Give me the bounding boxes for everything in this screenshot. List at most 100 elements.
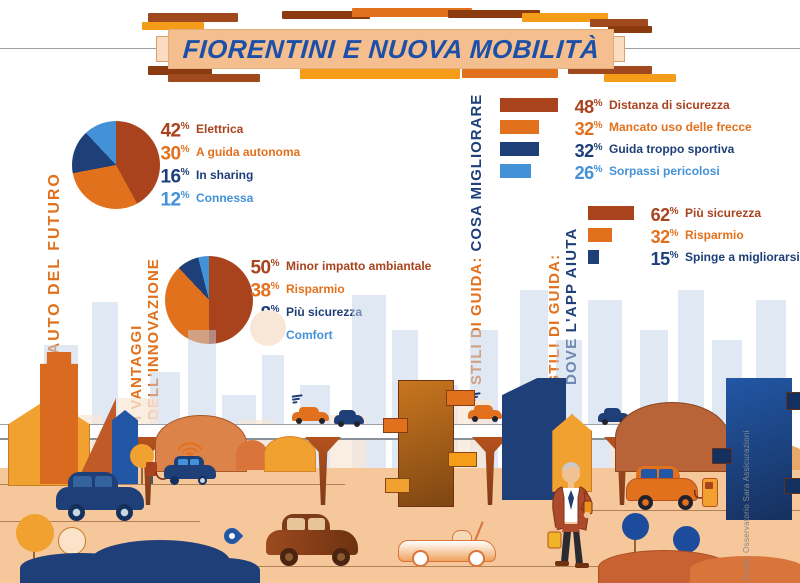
bar-chart-cosa-migliorare: 48% Distanza di sicurezza 32% Mancato uso d… bbox=[500, 97, 752, 186]
bar bbox=[588, 206, 638, 220]
legend-label: Distanza di sicurezza bbox=[609, 98, 730, 112]
legend-row: 32% Risparmio bbox=[588, 227, 800, 246]
tree bbox=[622, 513, 649, 540]
legend-label: In sharing bbox=[196, 167, 254, 182]
building bbox=[538, 398, 552, 490]
building-balcony bbox=[784, 478, 800, 494]
legend-label: Elettrica bbox=[196, 121, 244, 136]
legend-label: Guida troppo sportiva bbox=[609, 142, 735, 156]
street-line bbox=[190, 566, 750, 567]
legend-row: 26% Sorpassi pericolosi bbox=[500, 163, 752, 182]
wifi-icon bbox=[177, 442, 203, 457]
building-balcony bbox=[383, 418, 408, 433]
bar bbox=[500, 120, 562, 134]
car-window bbox=[178, 459, 188, 466]
legend-value: 38% bbox=[250, 280, 279, 302]
banner-dash bbox=[462, 69, 558, 78]
car-wheel bbox=[198, 476, 207, 485]
bar-fill bbox=[500, 164, 531, 178]
car-window bbox=[287, 518, 305, 531]
legend-value: 48% bbox=[574, 96, 603, 117]
tree bbox=[58, 527, 86, 555]
legend-vantaggi-innovazione: 50%Minor impatto ambiantale38%Risparmio8… bbox=[246, 256, 431, 348]
source-credit: Fonte: Osservatorio Sara Assicurazioni bbox=[742, 430, 751, 580]
pie-chart-auto-del-futuro bbox=[72, 121, 160, 209]
car-wheel bbox=[170, 476, 179, 485]
legend-row: 15% Spinge a migliorarsi bbox=[588, 249, 800, 268]
legend-value: 30% bbox=[160, 143, 189, 165]
bar-fill bbox=[500, 142, 539, 156]
legend-label: Più sicurezza bbox=[286, 304, 363, 319]
legend-row: 12% Connessa bbox=[156, 188, 300, 209]
sun bbox=[250, 310, 286, 346]
legend-value: 62% bbox=[650, 204, 679, 225]
hill bbox=[615, 402, 729, 472]
legend-label: Spinge a migliorarsi bbox=[685, 250, 800, 264]
car-illustration bbox=[334, 410, 364, 427]
car-illustration bbox=[468, 405, 502, 422]
tree bbox=[673, 526, 700, 553]
banner-dash bbox=[300, 67, 460, 79]
legend-label: Mancato uso delle frecce bbox=[609, 120, 752, 134]
car-window bbox=[659, 469, 673, 480]
building-balcony bbox=[385, 478, 410, 493]
hill bbox=[264, 436, 316, 472]
car-wheel bbox=[468, 550, 485, 567]
section-title-text: L'AUTO DEL FUTURO bbox=[46, 172, 63, 372]
bar-chart-dove-app-aiuta: 62% Più sicurezza 32% Risparmio 15% Spinge a … bbox=[588, 205, 800, 272]
section-title-text: COSA MIGLIORARE bbox=[468, 93, 485, 252]
car-seat bbox=[452, 530, 472, 541]
legend-row: 50% Minor impatto ambiantale bbox=[246, 256, 432, 279]
legend-label: Risparmio bbox=[286, 281, 345, 296]
legend-row: 42% Elettrica bbox=[156, 119, 300, 142]
tree-trunk bbox=[141, 466, 143, 484]
building-balcony bbox=[446, 390, 475, 406]
legend-label: Più sicurezza bbox=[685, 206, 762, 220]
bar bbox=[500, 98, 562, 112]
legend-row: 38% Risparmio bbox=[246, 279, 431, 302]
hill bbox=[690, 556, 800, 583]
banner-dash bbox=[522, 13, 608, 22]
banner-dash bbox=[568, 66, 652, 74]
car-window bbox=[95, 476, 112, 489]
hill bbox=[236, 440, 268, 470]
banner-dash bbox=[608, 26, 652, 33]
bar bbox=[588, 228, 638, 242]
banner-dash bbox=[590, 19, 648, 27]
car-wheel bbox=[638, 495, 653, 510]
legend-label: Comfort bbox=[286, 327, 333, 342]
charging-station-pole bbox=[150, 476, 153, 484]
banner-dash bbox=[282, 11, 370, 19]
legend-value: 15% bbox=[650, 248, 679, 269]
car-wheel bbox=[68, 504, 85, 521]
building bbox=[726, 378, 792, 520]
bar-fill bbox=[500, 120, 539, 134]
legend-value: 32% bbox=[574, 118, 603, 139]
building-balcony bbox=[712, 448, 732, 464]
bar-fill bbox=[588, 206, 634, 220]
car-window bbox=[190, 459, 199, 466]
legend-label: Minor impatto ambiantale bbox=[286, 258, 432, 273]
legend-label: Connessa bbox=[196, 190, 254, 205]
building-balcony bbox=[786, 392, 800, 410]
street-line bbox=[555, 510, 800, 511]
legend-value: 42% bbox=[160, 120, 189, 142]
pie-chart-vantaggi-innovazione bbox=[165, 256, 253, 344]
banner-dash bbox=[142, 22, 204, 30]
legend-value: 50% bbox=[250, 257, 279, 279]
bar-fill bbox=[588, 250, 599, 264]
building bbox=[40, 352, 78, 484]
car-wheel bbox=[116, 504, 133, 521]
legend-row: 16% In sharing bbox=[156, 165, 300, 186]
legend-row: 32% Mancato uso delle frecce bbox=[500, 119, 752, 138]
tree bbox=[16, 514, 54, 552]
car-wheel bbox=[332, 548, 350, 566]
charging-station-screen bbox=[705, 482, 713, 489]
car-wheel bbox=[280, 548, 298, 566]
banner-dash bbox=[604, 74, 676, 82]
car-window bbox=[308, 518, 325, 531]
legend-value: 32% bbox=[574, 140, 603, 161]
legend-row: 32% Guida troppo sportiva bbox=[500, 141, 752, 160]
page-title: FIORENTINI E NUOVA MOBILITÀ bbox=[181, 33, 601, 64]
